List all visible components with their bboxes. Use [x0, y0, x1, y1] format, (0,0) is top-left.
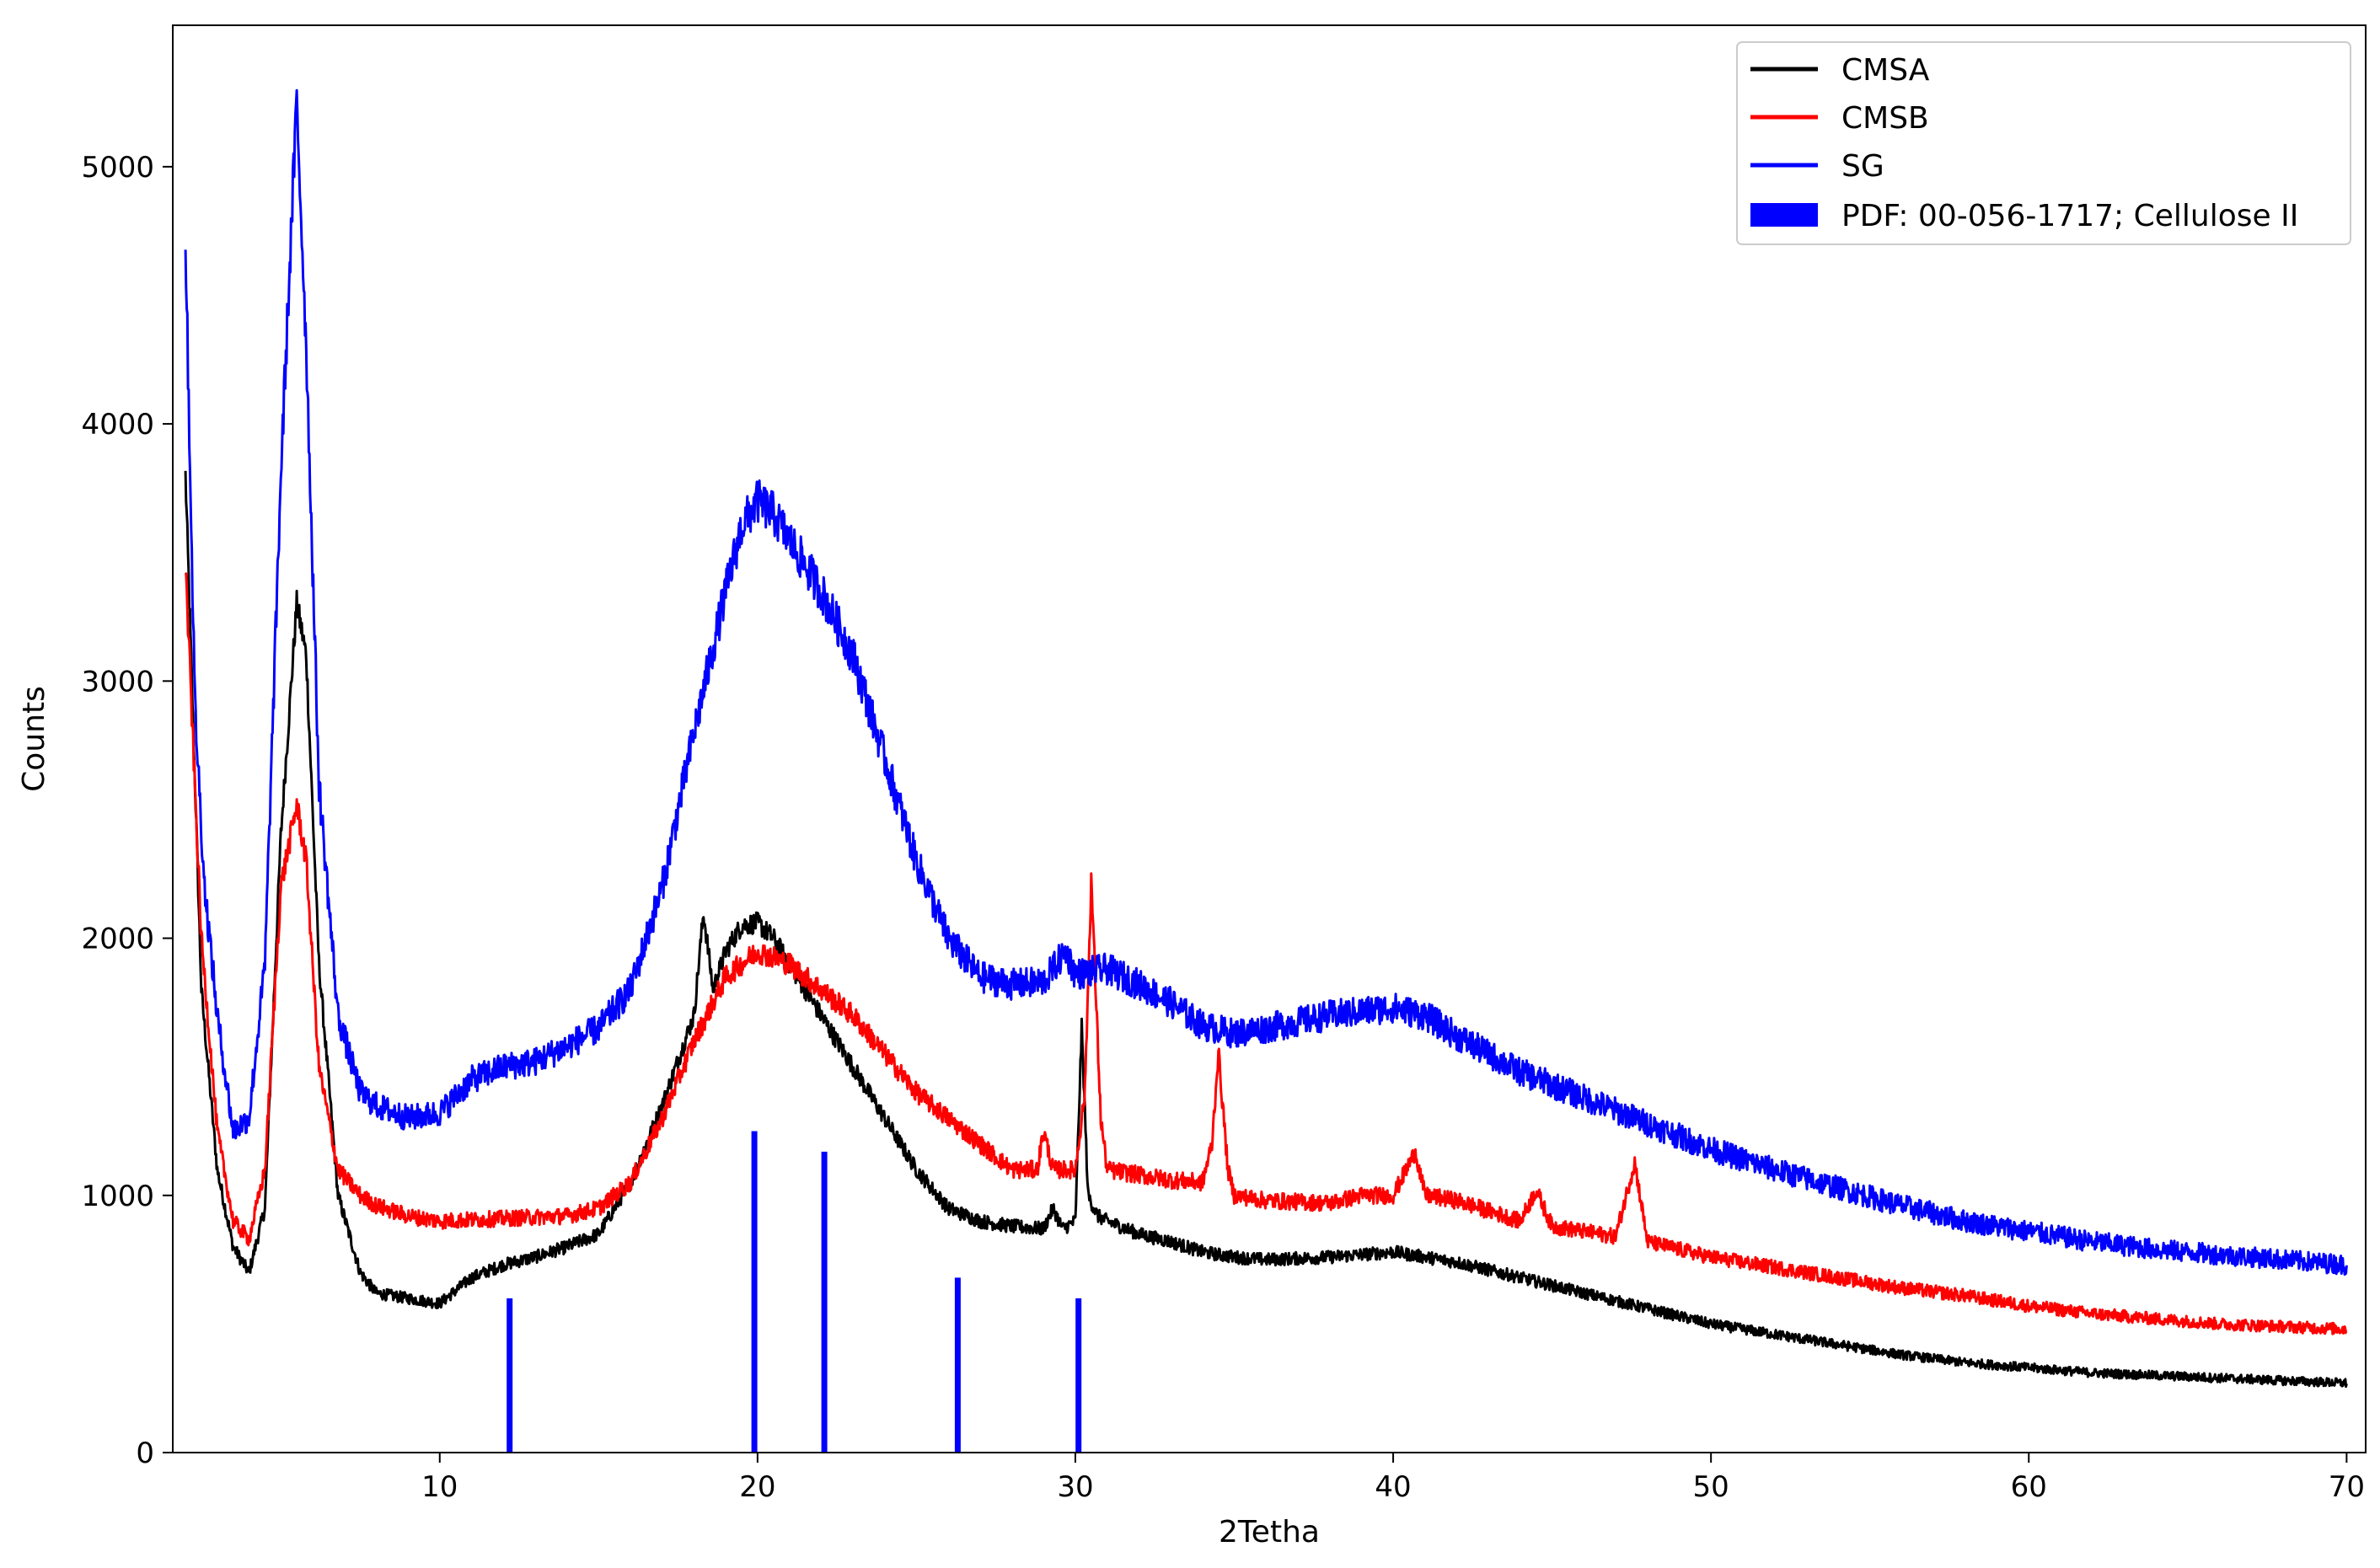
y-tick-label: 2000: [81, 923, 154, 956]
x-tick-label: 10: [421, 1470, 458, 1504]
legend-box: [1736, 41, 2351, 245]
x-tick-label: 60: [2011, 1470, 2047, 1504]
x-tick-label: 40: [1375, 1470, 1411, 1504]
y-tick-label: 0: [136, 1437, 154, 1470]
reference-peak: [1075, 1298, 1082, 1453]
series-line-cmsb: [184, 572, 2348, 1335]
x-axis-label: 2Tetha: [1219, 1515, 1320, 1549]
x-axis: 10 20 30 40 50 60 70: [421, 1453, 2365, 1504]
x-tick-label: 20: [739, 1470, 775, 1504]
legend-swatch-reference: [1750, 203, 1818, 227]
reference-peak: [751, 1131, 758, 1453]
legend: CMSA CMSB SG PDF: 00-056-1717; Cellulose…: [1736, 41, 2351, 245]
y-tick-label: 5000: [81, 151, 154, 185]
x-tick-label: 50: [1693, 1470, 1729, 1504]
reference-peak: [954, 1277, 961, 1453]
plot-area-frame: [172, 24, 2367, 1453]
series-line-sg: [184, 88, 2348, 1276]
x-tick-label: 70: [2329, 1470, 2365, 1504]
y-axis: 0 1000 2000 3000 4000 5000: [81, 151, 173, 1470]
reference-peak: [821, 1151, 828, 1453]
y-tick-label: 4000: [81, 408, 154, 442]
reference-peak: [507, 1298, 513, 1453]
legend-label-cmsb: CMSB: [1841, 101, 1929, 136]
reference-peaks: [507, 1131, 1082, 1453]
legend-label-cmsa: CMSA: [1841, 53, 1930, 88]
legend-label-sg: SG: [1841, 149, 1884, 184]
y-tick-label: 1000: [81, 1180, 154, 1213]
legend-label-reference: PDF: 00-056-1717; Cellulose II: [1841, 199, 2298, 233]
y-axis-label: Counts: [17, 686, 51, 792]
series-lines: [184, 88, 2348, 1389]
x-tick-label: 30: [1057, 1470, 1093, 1504]
y-tick-label: 3000: [81, 665, 154, 698]
series-line-cmsa: [184, 470, 2348, 1389]
